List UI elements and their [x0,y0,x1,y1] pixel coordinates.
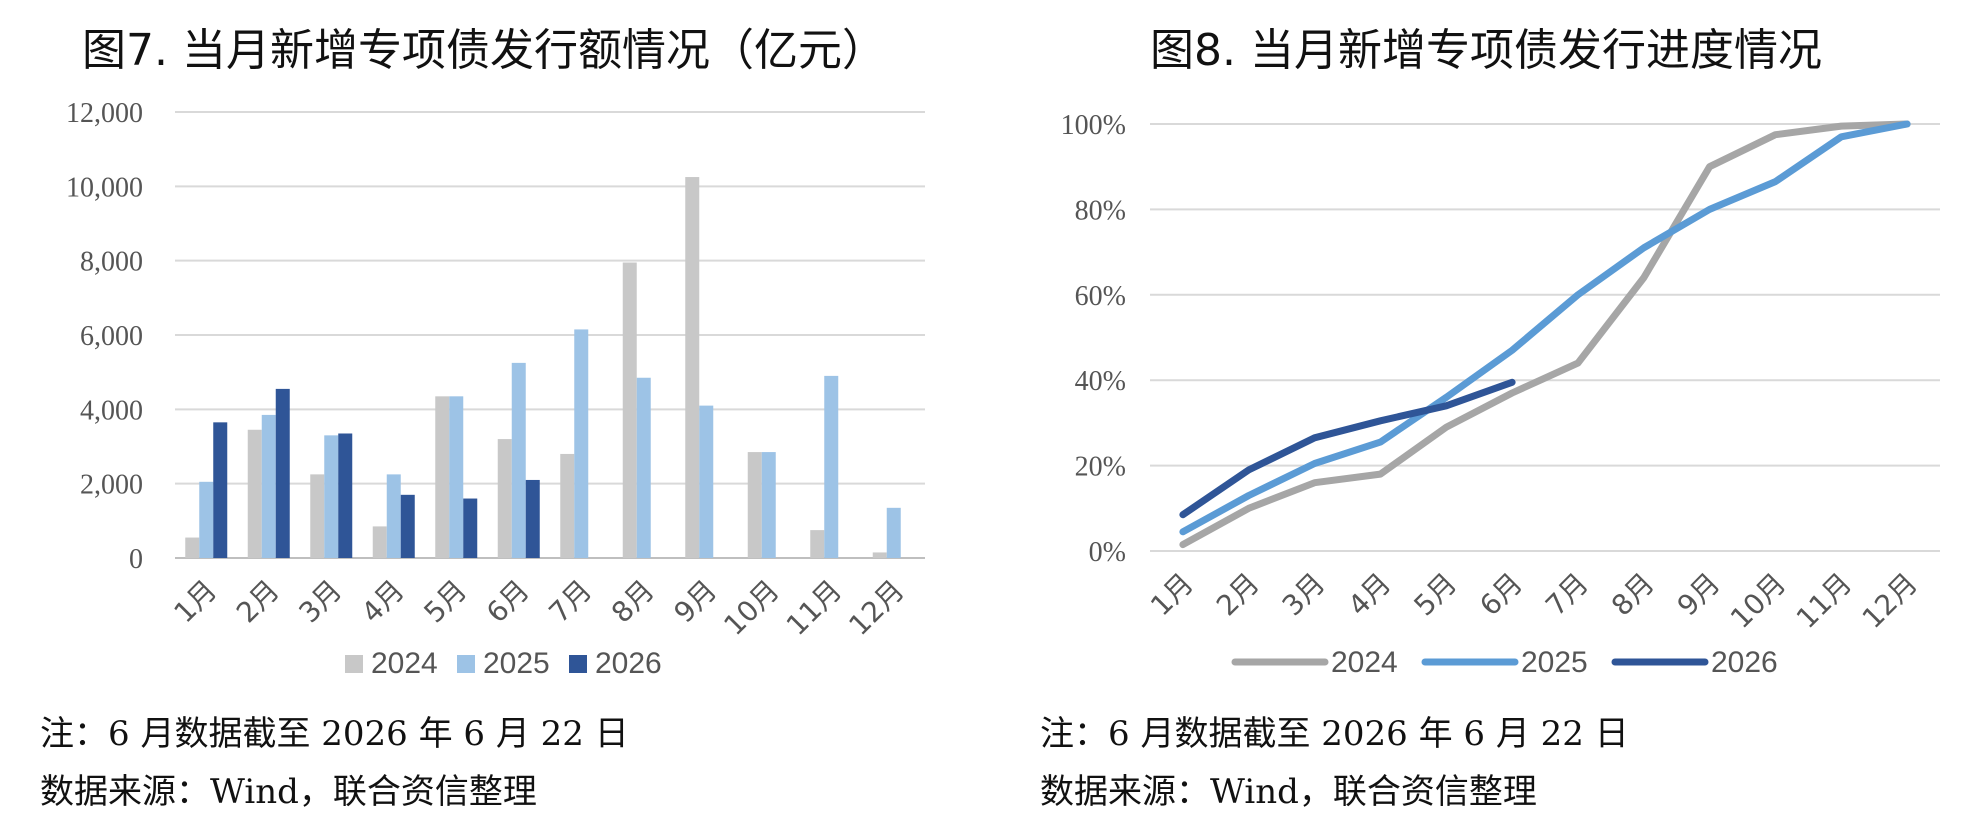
y-tick-label: 0% [1089,537,1126,568]
legend-swatch [345,655,363,673]
x-tick-label: 9月 [1671,567,1727,623]
bar-2024 [622,262,637,558]
y-tick-label: 10,000 [66,172,143,203]
bar-2025 [449,396,464,558]
bar-2026 [275,388,290,558]
x-tick-label: 6月 [1473,567,1529,623]
x-tick-label: 8月 [605,574,661,630]
y-tick-label: 80% [1075,195,1126,226]
bar-2024 [872,552,887,558]
bar-2026 [213,422,228,558]
bar-2024 [185,537,200,558]
legend-label: 2026 [595,647,662,680]
bar-2024 [685,177,700,558]
bar-2025 [386,474,401,558]
series-line-2025 [1179,120,1911,536]
bar-2024 [810,530,825,558]
bar-2024 [747,452,762,558]
bar-chart-source: 数据来源：Wind，联合资信整理 [40,772,537,812]
y-tick-label: 12,000 [66,98,143,129]
y-tick-label: 40% [1075,366,1126,397]
line-chart-source: 数据来源：Wind，联合资信整理 [1040,772,1537,812]
legend-label: 2026 [1711,646,1778,679]
legend-label: 2024 [1331,646,1398,679]
legend-label: 2025 [1521,646,1588,679]
legend-label: 2024 [371,647,438,680]
bar-2025 [886,507,901,558]
bar-2026 [338,433,353,558]
x-tick-label: 3月 [1276,567,1332,623]
y-tick-label: 4,000 [80,395,143,426]
line-chart-title: 图8. 当月新增专项债发行进度情况 [1150,25,1822,76]
bar-2024 [560,453,575,558]
y-tick-label: 100% [1061,110,1126,141]
x-tick-label: 8月 [1605,567,1661,623]
x-tick-label: 1月 [1144,567,1200,623]
bar-2025 [261,414,276,558]
x-tick-label: 10月 [717,574,785,642]
y-tick-label: 20% [1075,452,1126,483]
legend-label: 2025 [483,647,550,680]
y-tick-label: 8,000 [80,247,143,278]
y-tick-label: 0 [129,544,143,575]
x-tick-label: 12月 [1856,567,1924,635]
bar-2025 [574,329,589,558]
y-tick-label: 60% [1075,281,1126,312]
bar-chart-note: 注：6 月数据截至 2026 年 6 月 22 日 [40,714,629,754]
legend-swatch [457,655,475,673]
bar-2025 [824,375,839,558]
x-tick-label: 4月 [355,574,411,630]
bar-2025 [324,435,339,558]
x-tick-label: 6月 [480,574,536,630]
x-tick-label: 7月 [542,574,598,630]
x-tick-label: 10月 [1724,567,1792,635]
bar-2025 [699,405,714,558]
x-tick-label: 2月 [1210,567,1266,623]
y-tick-label: 6,000 [80,321,143,352]
bar-2025 [511,362,526,558]
x-tick-label: 5月 [1407,567,1463,623]
bar-2024 [310,474,325,558]
line-chart-note: 注：6 月数据截至 2026 年 6 月 22 日 [1040,714,1629,754]
bar-2024 [372,526,387,558]
bar-2025 [636,377,651,558]
bar-2024 [435,396,450,558]
x-tick-label: 1月 [167,574,223,630]
bar-2025 [761,452,776,558]
y-tick-label: 2,000 [80,470,143,501]
series-line-2026 [1179,378,1516,519]
x-tick-label: 2月 [230,574,286,630]
x-tick-label: 3月 [292,574,348,630]
x-tick-label: 12月 [842,574,910,642]
bar-2024 [247,429,262,558]
bar-2025 [199,481,214,558]
bar-2026 [525,479,540,558]
line-chart: 0%20%40%60%80%100%1月 2月 3月 4月 5月 6月 7月 8月 9月10月1… [1061,110,1940,679]
bar-2026 [400,494,415,558]
x-tick-label: 11月 [1790,567,1858,635]
legend-swatch [569,655,587,673]
x-tick-label: 11月 [780,574,848,642]
bar-2026 [463,498,478,558]
x-tick-label: 9月 [667,574,723,630]
bar-2024 [497,439,512,558]
bar-chart: 0 2,000 4,000 6,000 8,000 10,000 12,000 1月 2月 3月 4… [66,98,925,680]
series-line-2024 [1179,120,1911,549]
x-tick-label: 5月 [417,574,473,630]
bar-chart-title: 图7. 当月新增专项债发行额情况（亿元） [82,25,886,76]
x-tick-label: 4月 [1342,567,1398,623]
x-tick-label: 7月 [1539,567,1595,623]
